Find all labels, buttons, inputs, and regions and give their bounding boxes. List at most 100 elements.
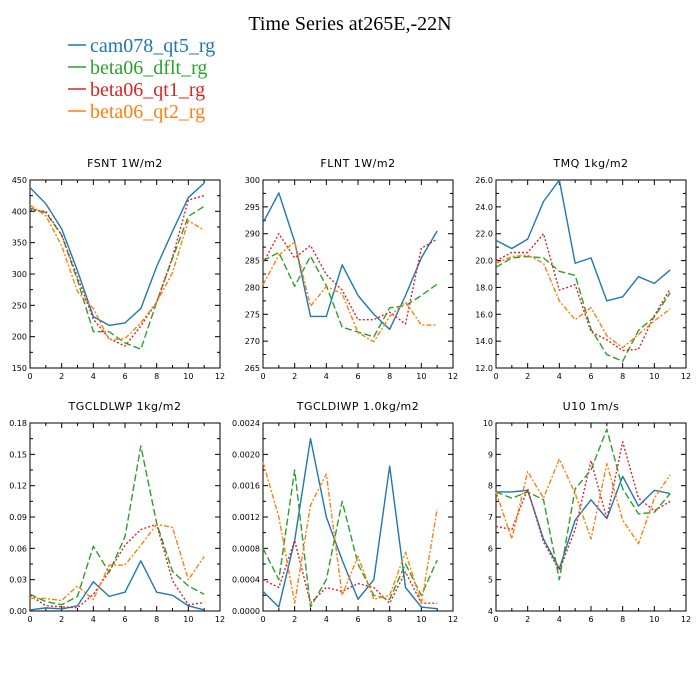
series-line-beta06_dflt_rg xyxy=(262,469,438,608)
y-tick-label: 290 xyxy=(245,230,260,239)
y-tick-label: 270 xyxy=(245,337,260,346)
x-tick-label: 4 xyxy=(557,372,562,381)
panel-title: U10 1m/s xyxy=(563,400,620,413)
y-tick-label: 450 xyxy=(12,176,27,185)
y-tick-label: 0.18 xyxy=(9,419,27,428)
legend: cam078_qt5_rgbeta06_dflt_rgbeta06_qt1_rg… xyxy=(68,35,215,123)
y-tick-label: 275 xyxy=(245,310,260,319)
x-tick-label: 10 xyxy=(649,615,659,624)
y-tick-label: 24.0 xyxy=(475,203,493,212)
x-tick-label: 12 xyxy=(681,615,691,624)
x-tick-label: 10 xyxy=(183,615,193,624)
y-tick-label: 0.0008 xyxy=(232,544,260,553)
x-tick-label: 4 xyxy=(324,372,329,381)
series-line-beta06_qt2_rg xyxy=(262,241,438,343)
chart-panel: TMQ 1kg/m2 0 2 4 6 8 10 12 12.0 14.0 16.0 18.0 20.0 2… xyxy=(475,157,691,381)
y-tick-label: 10 xyxy=(483,419,493,428)
x-tick-label: 10 xyxy=(183,372,193,381)
y-tick-label: 20.0 xyxy=(475,257,493,266)
x-tick-label: 6 xyxy=(355,372,360,381)
y-tick-label: 0.0004 xyxy=(232,576,260,585)
series-line-beta06_dflt_rg xyxy=(495,255,671,362)
x-tick-label: 6 xyxy=(588,372,593,381)
x-tick-label: 2 xyxy=(292,615,297,624)
series-line-cam078_qt5_rg xyxy=(29,182,205,327)
series-line-beta06_dflt_rg xyxy=(495,428,671,581)
legend-item: cam078_qt5_rg xyxy=(68,35,215,57)
chart-panel: TGCLDIWP 1.0kg/m2 0 2 4 6 8 10 12 0.0000 0.0004 0.… xyxy=(232,400,458,624)
series-line-cam078_qt5_rg xyxy=(496,475,671,570)
x-tick-label: 6 xyxy=(355,615,360,624)
x-tick-label: 2 xyxy=(59,372,64,381)
legend-label: beta06_dflt_rg xyxy=(90,57,207,79)
x-tick-label: 0 xyxy=(493,615,498,624)
legend-item: beta06_dflt_rg xyxy=(68,57,207,79)
x-tick-label: 8 xyxy=(387,615,392,624)
y-tick-label: 0.12 xyxy=(9,482,27,491)
x-tick-label: 4 xyxy=(324,615,329,624)
x-tick-label: 8 xyxy=(154,615,159,624)
y-tick-label: 0.0012 xyxy=(232,513,260,522)
y-tick-label: 400 xyxy=(12,207,27,216)
x-tick-label: 8 xyxy=(387,372,392,381)
y-tick-label: 0.0024 xyxy=(232,419,260,428)
x-tick-label: 6 xyxy=(122,615,127,624)
x-tick-label: 10 xyxy=(649,372,659,381)
x-tick-label: 12 xyxy=(681,372,691,381)
panel-title: FSNT 1W/m2 xyxy=(87,157,163,170)
y-tick-label: 9 xyxy=(488,450,493,459)
x-tick-label: 4 xyxy=(557,615,562,624)
series-line-beta06_dflt_rg xyxy=(29,205,205,350)
y-tick-label: 6 xyxy=(488,544,493,553)
y-tick-label: 22.0 xyxy=(475,230,493,239)
chart-panel: U10 1m/s 0 2 4 6 8 10 12 4 5 6 7 8 9 10 xyxy=(483,400,691,624)
y-tick-label: 7 xyxy=(488,513,493,522)
series-line-beta06_qt1_rg xyxy=(29,194,205,347)
y-tick-label: 8 xyxy=(488,482,493,491)
x-tick-label: 0 xyxy=(493,372,498,381)
x-tick-label: 0 xyxy=(260,372,265,381)
y-tick-label: 280 xyxy=(245,283,260,292)
series-line-beta06_qt2_rg xyxy=(29,204,205,341)
y-tick-label: 26.0 xyxy=(475,176,493,185)
x-tick-label: 2 xyxy=(59,615,64,624)
x-tick-label: 4 xyxy=(91,615,96,624)
x-tick-label: 6 xyxy=(122,372,127,381)
x-tick-label: 12 xyxy=(215,372,225,381)
figure-title: Time Series at265E,-22N xyxy=(248,13,451,35)
y-tick-label: 300 xyxy=(12,270,27,279)
y-tick-label: 0.09 xyxy=(9,513,27,522)
panel-title: TMQ 1kg/m2 xyxy=(552,157,628,170)
panel-title: FLNT 1W/m2 xyxy=(320,157,395,170)
series-line-beta06_dflt_rg xyxy=(29,445,205,606)
x-tick-label: 4 xyxy=(91,372,96,381)
y-tick-label: 0.06 xyxy=(9,544,27,553)
legend-item: beta06_qt1_rg xyxy=(68,79,205,101)
y-tick-label: 4 xyxy=(488,607,493,616)
panel-title: TGCLDIWP 1.0kg/m2 xyxy=(296,400,420,413)
y-tick-label: 0.03 xyxy=(9,576,27,585)
y-tick-label: 0.00 xyxy=(9,607,27,616)
x-tick-label: 2 xyxy=(292,372,297,381)
y-tick-label: 0.0000 xyxy=(232,607,260,616)
chart-panel: FLNT 1W/m2 0 2 4 6 8 10 12 265 270 275 280 285 290 295… xyxy=(245,157,458,381)
y-tick-label: 285 xyxy=(245,257,260,266)
x-tick-label: 8 xyxy=(154,372,159,381)
y-tick-label: 0.0020 xyxy=(232,450,260,459)
x-tick-label: 8 xyxy=(620,615,625,624)
x-tick-label: 0 xyxy=(27,615,32,624)
y-tick-label: 18.0 xyxy=(475,283,493,292)
chart-panel: FSNT 1W/m2 0 2 4 6 8 10 12 150 200 250 300 350 400 450 xyxy=(12,157,225,381)
y-tick-label: 0.15 xyxy=(9,450,27,459)
y-tick-label: 150 xyxy=(12,364,27,373)
x-tick-label: 2 xyxy=(525,615,530,624)
series-line-beta06_qt2_rg xyxy=(262,461,438,604)
series-line-beta06_qt2_rg xyxy=(495,458,671,545)
x-tick-label: 12 xyxy=(448,615,458,624)
legend-item: beta06_qt2_rg xyxy=(68,101,205,123)
x-tick-label: 0 xyxy=(27,372,32,381)
x-tick-label: 2 xyxy=(525,372,530,381)
legend-label: beta06_qt1_rg xyxy=(90,79,205,101)
x-tick-label: 12 xyxy=(215,615,225,624)
series-line-beta06_qt1_rg xyxy=(495,441,671,571)
